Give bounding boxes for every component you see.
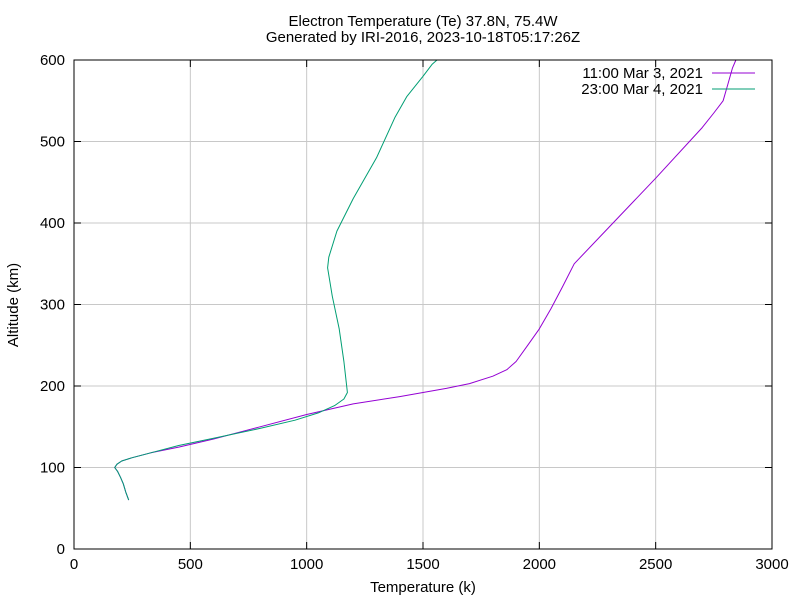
chart-title: Electron Temperature (Te) 37.8N, 75.4W	[288, 13, 558, 30]
y-axis-label: Altitude (km)	[5, 263, 22, 347]
data-series-group	[114, 59, 737, 501]
y-tick-label-100: 100	[40, 460, 65, 477]
x-tick-label-0: 0	[70, 556, 78, 573]
y-tick-label-200: 200	[40, 378, 65, 395]
series-line-1	[114, 59, 737, 501]
legend-label-2: 23:00 Mar 4, 2021	[581, 81, 703, 98]
x-tick-label-3000: 3000	[755, 556, 788, 573]
x-tick-label-1000: 1000	[290, 556, 323, 573]
x-tick-label-1500: 1500	[406, 556, 439, 573]
axis-ticks	[73, 59, 773, 550]
grid-lines	[74, 60, 772, 549]
y-tick-label-400: 400	[40, 215, 65, 232]
x-tick-label-2000: 2000	[523, 556, 556, 573]
y-tick-label-300: 300	[40, 297, 65, 314]
axis-tick-labels: 0 500 1000 1500 2000 2500 3000 0 100 200 300 400 500…	[40, 52, 789, 573]
x-axis-label: Temperature (k)	[370, 579, 476, 596]
x-tick-label-500: 500	[178, 556, 203, 573]
series-line-2	[114, 59, 438, 501]
y-tick-label-500: 500	[40, 134, 65, 151]
y-tick-label-600: 600	[40, 52, 65, 69]
y-tick-label-0: 0	[57, 541, 65, 558]
x-tick-label-2500: 2500	[639, 556, 672, 573]
chart-subtitle: Generated by IRI-2016, 2023-10-18T05:17:…	[266, 29, 580, 46]
legend-label-1: 11:00 Mar 3, 2021	[582, 65, 703, 82]
